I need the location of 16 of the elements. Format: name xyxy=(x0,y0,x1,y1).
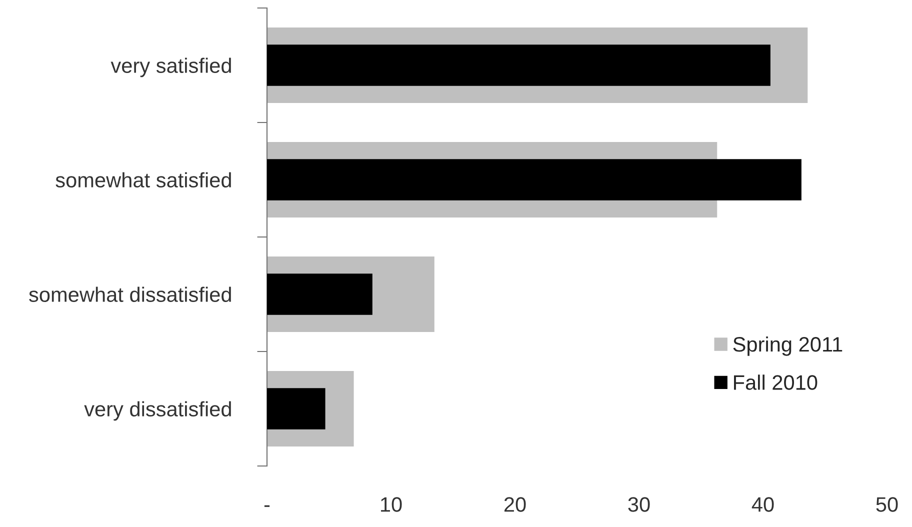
x-tick-label: 50 xyxy=(876,497,898,512)
y-tick-label: somewhat satisfied xyxy=(56,172,231,188)
x-tick-label: 40 xyxy=(752,497,774,512)
y-tick-label: somewhat dissatisfied xyxy=(29,286,231,302)
bar xyxy=(267,159,802,200)
x-tick-label: 20 xyxy=(504,497,526,512)
x-tick-label: - xyxy=(264,505,270,507)
y-tick-label: very dissatisfied xyxy=(84,401,231,421)
x-tick-label: 30 xyxy=(628,497,650,512)
bar xyxy=(267,274,372,315)
bar xyxy=(267,44,770,86)
bar xyxy=(267,388,326,430)
legend-label: Fall 2010 xyxy=(734,374,818,390)
x-tick-label: 10 xyxy=(381,497,402,512)
legend-label: Spring 2011 xyxy=(733,336,842,356)
y-tick-label: very satisfied xyxy=(110,58,231,78)
